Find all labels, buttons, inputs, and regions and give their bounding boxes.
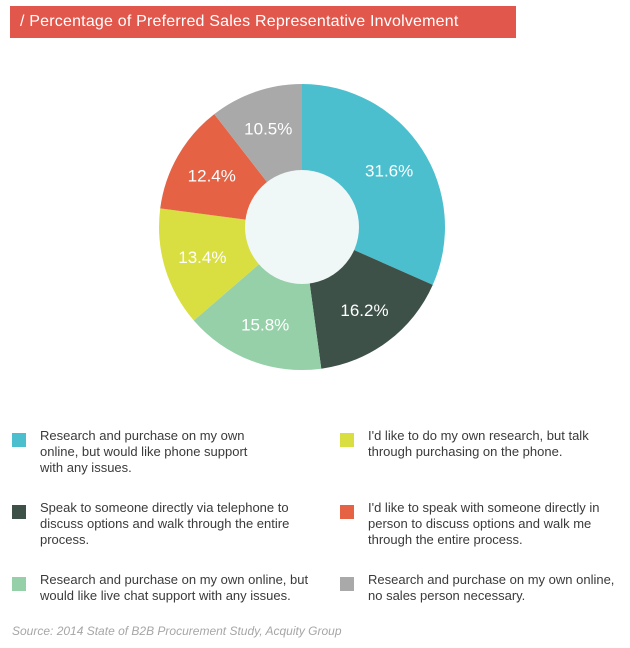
slice-label-1: 31.6%: [365, 161, 413, 180]
legend-swatch: [340, 505, 354, 519]
legend-item-telephone: Speak to someone directly via telephone …: [12, 500, 290, 548]
donut-chart: 31.6% 16.2% 15.8% 13.4% 12.4% 10.5%: [159, 84, 445, 370]
slice-label-3: 15.8%: [241, 315, 289, 334]
donut-center: [245, 170, 359, 284]
legend: Research and purchase on my own online, …: [0, 420, 630, 620]
legend-item-in-person: I'd like to speak with someone directly …: [340, 500, 618, 548]
source-note: Source: 2014 State of B2B Procurement St…: [12, 624, 342, 638]
legend-label: Research and purchase on my own online, …: [40, 428, 248, 475]
chart-title: / Percentage of Preferred Sales Represen…: [10, 6, 516, 38]
slice-label-4: 13.4%: [178, 248, 226, 267]
legend-label: Research and purchase on my own online, …: [40, 572, 309, 603]
legend-swatch: [340, 433, 354, 447]
legend-swatch: [340, 577, 354, 591]
legend-label: I'd like to do my own research, but talk…: [368, 428, 589, 459]
legend-swatch: [12, 577, 26, 591]
legend-item-phone-support: Research and purchase on my own online, …: [12, 428, 270, 476]
legend-label: I'd like to speak with someone directly …: [368, 500, 600, 547]
legend-item-research-phone: I'd like to do my own research, but talk…: [340, 428, 618, 460]
legend-swatch: [12, 505, 26, 519]
legend-swatch: [12, 433, 26, 447]
slice-label-2: 16.2%: [340, 301, 388, 320]
legend-label: Research and purchase on my own online, …: [368, 572, 615, 603]
legend-item-live-chat: Research and purchase on my own online, …: [12, 572, 330, 604]
legend-item-no-sales-person: Research and purchase on my own online, …: [340, 572, 628, 604]
slice-label-6: 10.5%: [244, 120, 292, 139]
legend-label: Speak to someone directly via telephone …: [40, 500, 290, 547]
slice-label-5: 12.4%: [188, 166, 236, 185]
